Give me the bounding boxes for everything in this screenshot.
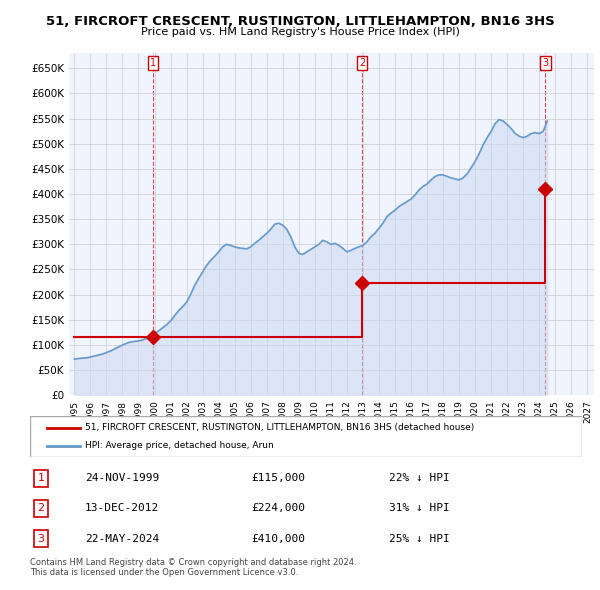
Text: 3: 3	[542, 58, 548, 68]
Text: HPI: Average price, detached house, Arun: HPI: Average price, detached house, Arun	[85, 441, 274, 450]
Text: 31% ↓ HPI: 31% ↓ HPI	[389, 503, 449, 513]
FancyBboxPatch shape	[30, 416, 582, 457]
Text: 1: 1	[38, 473, 44, 483]
Text: 22-MAY-2024: 22-MAY-2024	[85, 533, 160, 543]
Text: 24-NOV-1999: 24-NOV-1999	[85, 473, 160, 483]
Text: 2: 2	[359, 58, 365, 68]
Text: 3: 3	[38, 533, 44, 543]
Text: 22% ↓ HPI: 22% ↓ HPI	[389, 473, 449, 483]
Text: 25% ↓ HPI: 25% ↓ HPI	[389, 533, 449, 543]
Text: Price paid vs. HM Land Registry's House Price Index (HPI): Price paid vs. HM Land Registry's House …	[140, 27, 460, 37]
Text: 2: 2	[37, 503, 44, 513]
Text: 1: 1	[150, 58, 156, 68]
Text: 13-DEC-2012: 13-DEC-2012	[85, 503, 160, 513]
Text: £224,000: £224,000	[251, 503, 305, 513]
Text: 51, FIRCROFT CRESCENT, RUSTINGTON, LITTLEHAMPTON, BN16 3HS: 51, FIRCROFT CRESCENT, RUSTINGTON, LITTL…	[46, 15, 554, 28]
Text: 51, FIRCROFT CRESCENT, RUSTINGTON, LITTLEHAMPTON, BN16 3HS (detached house): 51, FIRCROFT CRESCENT, RUSTINGTON, LITTL…	[85, 423, 475, 432]
Text: Contains HM Land Registry data © Crown copyright and database right 2024.
This d: Contains HM Land Registry data © Crown c…	[30, 558, 356, 577]
Text: £115,000: £115,000	[251, 473, 305, 483]
Text: £410,000: £410,000	[251, 533, 305, 543]
